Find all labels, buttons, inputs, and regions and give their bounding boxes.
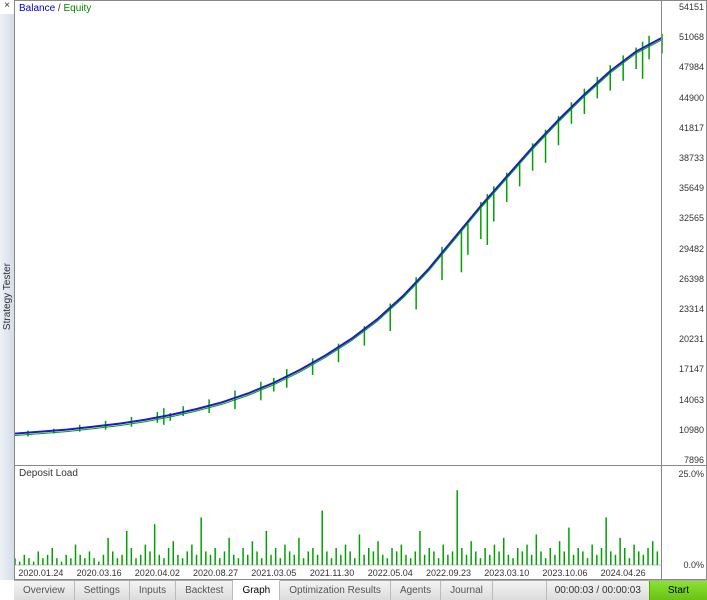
y-tick-label: 35649 <box>679 183 704 193</box>
y-tick-label: 17147 <box>679 364 704 374</box>
tab-backtest[interactable]: Backtest <box>176 581 233 600</box>
y-tick-label: 47984 <box>679 62 704 72</box>
side-title-text: Strategy Tester <box>2 263 13 330</box>
y-tick-label: 32565 <box>679 213 704 223</box>
y-tick-label: 14063 <box>679 395 704 405</box>
tab-spacer <box>493 581 546 600</box>
x-tick-label: 2020.08.27 <box>193 568 238 578</box>
y-tick-label: 41817 <box>679 123 704 133</box>
x-tick-label: 2023.10.06 <box>542 568 587 578</box>
tab-optimization-results[interactable]: Optimization Results <box>280 581 391 600</box>
x-tick-label: 2022.09.23 <box>426 568 471 578</box>
deposit-canvas <box>15 466 706 579</box>
y-tick-label: 38733 <box>679 153 704 163</box>
tab-graph[interactable]: Graph <box>233 580 280 600</box>
x-tick-label: 2021.11.30 <box>310 568 354 578</box>
deposit-load-label: Deposit Load <box>19 468 78 479</box>
x-tick-label: 2020.03.16 <box>77 568 122 578</box>
strategy-tester-window: × Strategy Tester Balance / Equity 54151… <box>0 0 707 600</box>
y-tick-label: 26398 <box>679 274 704 284</box>
tab-journal[interactable]: Journal <box>441 581 493 600</box>
deposit-load-chart: Deposit Load 25.0% 0.0% 2020.01.24 2020.03.… <box>15 466 706 579</box>
x-tick-label: 2022.05.04 <box>368 568 413 578</box>
y-tick-label: 54151 <box>679 2 704 12</box>
deposit-max-label: 25.0% <box>678 469 704 479</box>
close-icon[interactable]: × <box>1 1 13 13</box>
balance-equity-chart: Balance / Equity 54151 51068 47984 44900 418… <box>15 1 706 466</box>
x-tick-label: 2023.03.10 <box>484 568 529 578</box>
start-button[interactable]: Start <box>649 581 707 600</box>
y-tick-label: 51068 <box>679 32 704 42</box>
legend-equity: Equity <box>63 3 91 14</box>
y-tick-label: 44900 <box>679 93 704 103</box>
y-axis-line <box>661 1 662 465</box>
chart-content: Balance / Equity 54151 51068 47984 44900 418… <box>14 0 707 580</box>
tab-agents[interactable]: Agents <box>391 581 441 600</box>
y-tick-label: 7896 <box>684 455 704 465</box>
tab-bar: OverviewSettingsInputsBacktestGraphOptim… <box>14 580 707 600</box>
x-tick-label: 2024.04.26 <box>601 568 646 578</box>
tab-overview[interactable]: Overview <box>14 581 75 600</box>
x-tick-label: 2020.04.02 <box>135 568 180 578</box>
x-tick-label: 2020.01.24 <box>18 568 63 578</box>
legend-balance: Balance <box>19 3 55 14</box>
tab-inputs[interactable]: Inputs <box>130 581 176 600</box>
y-tick-label: 29482 <box>679 244 704 254</box>
deposit-min-label: 0.0% <box>683 560 704 570</box>
tab-settings[interactable]: Settings <box>75 581 130 600</box>
y-tick-label: 23314 <box>679 304 704 314</box>
side-title-bar: Strategy Tester <box>0 14 15 580</box>
y-axis-line <box>661 466 662 579</box>
x-tick-label: 2021.03.05 <box>251 568 296 578</box>
chart-legend: Balance / Equity <box>19 3 91 14</box>
y-tick-label: 20231 <box>679 334 704 344</box>
chart-canvas <box>15 1 706 465</box>
timer-display: 00:00:03 / 00:00:03 <box>546 581 649 600</box>
y-tick-label: 10980 <box>679 425 704 435</box>
